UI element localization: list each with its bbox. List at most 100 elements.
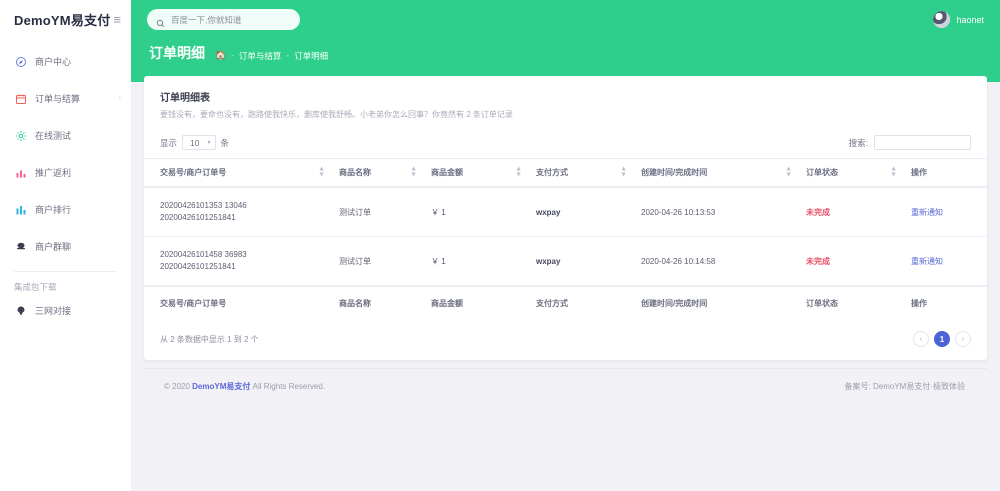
topbar: haonet [131, 0, 1000, 39]
table-search-label: 搜索: [848, 137, 868, 148]
breadcrumb-separator: - [231, 51, 234, 60]
avatar [933, 11, 951, 28]
cell-amount: ￥ 1 [431, 236, 536, 287]
col-label: 交易号/商户订单号 [160, 168, 227, 178]
sidebar-item-orders-settlement[interactable]: 订单与结算 › [0, 86, 131, 111]
table-footer-bar: 从 2 条数据中显示 1 到 2 个 ‹ 1 › [144, 320, 987, 360]
sidebar-nav: 商户中心 订单与结算 › 在线测试 [0, 39, 131, 323]
pagination-page-1[interactable]: 1 [934, 331, 950, 348]
table-info: 从 2 条数据中显示 1 到 2 个 [160, 334, 259, 344]
sidebar-item-online-test[interactable]: 在线测试 [0, 123, 131, 148]
card-title: 订单明细表 [160, 93, 210, 104]
foot-time: 创建时间/完成时间 [641, 285, 806, 321]
col-goods-name[interactable]: 商品名称 ▲ ▼ [339, 158, 431, 189]
cell-trade-no: 20200426101353 13046 20200426101251841 [144, 187, 339, 238]
table-head: 交易号/商户订单号 ▲ ▼ 商品名称 ▲ ▼ 商品金额 ▲ ▼ 支付方式 [144, 158, 987, 189]
sort-icon[interactable]: ▲ ▼ [410, 165, 417, 179]
table-row[interactable]: 20200426101458 36983 20200426101251841 测… [144, 236, 987, 287]
sidebar-group-title: 集成包下载 [14, 282, 57, 292]
foot-action: 操作 [911, 285, 987, 321]
global-search[interactable] [147, 9, 300, 30]
user-menu[interactable]: haonet [933, 11, 984, 28]
page-length-value: 10 [190, 137, 200, 148]
cell-time: 2020-04-26 10:13:53 [641, 187, 806, 238]
col-trade-no[interactable]: 交易号/商户订单号 ▲ ▼ [144, 158, 339, 189]
search-icon [156, 15, 165, 28]
col-label: 支付方式 [536, 168, 568, 178]
search-input[interactable] [171, 14, 291, 25]
pin-icon [14, 304, 27, 317]
trade-no: 20200426101353 13046 [160, 201, 247, 211]
col-label: 商品金额 [431, 168, 463, 178]
cell-pay-type: wxpay [536, 236, 641, 287]
cell-trade-no: 20200426101458 36983 20200426101251841 [144, 236, 339, 287]
home-icon[interactable]: 🏠 [215, 50, 227, 60]
cell-amount: ￥ 1 [431, 187, 536, 238]
main-area: haonet 订单明细 🏠 - 订单与结算 - 订单明细 订单明细表 要钱没有，… [131, 0, 1000, 491]
resend-notify-link[interactable]: 重新通知 [911, 207, 943, 217]
sidebar-item-promotion-rebate[interactable]: 推广返利 [0, 160, 131, 185]
calendar-icon [14, 92, 27, 105]
col-label: 操作 [911, 168, 927, 178]
pagination: ‹ 1 › [913, 331, 971, 348]
col-amount[interactable]: 商品金额 ▲ ▼ [431, 158, 536, 189]
sidebar-item-label: 商户排行 [35, 205, 72, 215]
sidebar-divider [14, 271, 117, 272]
col-pay-type[interactable]: 支付方式 ▲ ▼ [536, 158, 641, 189]
hamburger-icon[interactable]: ≡ [113, 12, 121, 27]
sidebar-item-three-network[interactable]: 三网对接 [0, 298, 131, 323]
brand-title: DemoYM易支付 [14, 13, 111, 28]
brand-bar: DemoYM易支付 ≡ [0, 0, 131, 39]
table-search-input[interactable] [874, 135, 971, 151]
col-label: 订单状态 [806, 168, 838, 178]
col-label: 创建时间/完成时间 [641, 168, 708, 178]
table-search: 搜索: [848, 135, 971, 151]
breadcrumb-item-orders[interactable]: 订单与结算 [238, 50, 282, 61]
cell-action: 重新通知 [911, 187, 987, 238]
page-length-control: 显示 10 ▾ 条 [160, 135, 230, 151]
order-detail-card: 订单明细表 要钱没有，要命也没有，跑路使我快乐，删库使我舒畅。小老弟你怎么回事？… [144, 76, 987, 361]
sidebar-item-label: 在线测试 [35, 131, 72, 141]
breadcrumb-item-detail[interactable]: 订单明细 [294, 50, 329, 61]
cell-goods-name: 测试订单 [339, 187, 431, 238]
table-row[interactable]: 20200426101353 13046 20200426101251841 测… [144, 187, 987, 238]
pagination-prev[interactable]: ‹ [913, 331, 929, 348]
table-toolbar: 显示 10 ▾ 条 搜索: [144, 131, 987, 158]
foot-amount: 商品金额 [431, 285, 536, 321]
sort-icon[interactable]: ▲ ▼ [620, 165, 627, 179]
pagination-next[interactable]: › [955, 331, 971, 348]
cell-action: 重新通知 [911, 236, 987, 287]
sort-icon[interactable]: ▲ ▼ [890, 165, 897, 179]
resend-notify-link[interactable]: 重新通知 [911, 256, 943, 266]
footer-brand[interactable]: DemoYM易支付 [192, 382, 251, 392]
foot-trade-no: 交易号/商户订单号 [144, 285, 339, 321]
foot-goods-name: 商品名称 [339, 285, 431, 321]
compass-icon [14, 55, 27, 68]
page-length-label-after: 条 [220, 137, 230, 148]
footer-copyright-suffix: All Rights Reserved. [252, 382, 326, 392]
orders-table: 交易号/商户订单号 ▲ ▼ 商品名称 ▲ ▼ 商品金额 ▲ ▼ 支付方式 [144, 158, 987, 321]
sort-icon[interactable]: ▲ ▼ [515, 165, 522, 179]
card-header: 订单明细表 要钱没有，要命也没有，跑路使我快乐，删库使我舒畅。小老弟你怎么回事？… [144, 76, 987, 131]
sort-icon[interactable]: ▲ ▼ [785, 165, 792, 179]
chevron-down-icon: ▾ [207, 140, 211, 147]
sidebar-item-merchant-center[interactable]: 商户中心 [0, 49, 131, 74]
page-length-select[interactable]: 10 ▾ [182, 135, 216, 151]
card-subtitle: 要钱没有，要命也没有，跑路使我快乐，删库使我舒畅。小老弟你怎么回事？你竟然有 2… [160, 110, 513, 119]
sort-icon[interactable]: ▲ ▼ [318, 165, 325, 179]
sidebar-item-merchant-ranking[interactable]: 商户排行 [0, 197, 131, 222]
table-body: 20200426101353 13046 20200426101251841 测… [144, 187, 987, 287]
sidebar-item-merchant-chat[interactable]: 商户群聊 [0, 234, 131, 259]
page-footer: © 2020 DemoYM易支付 All Rights Reserved. 备案… [144, 368, 987, 392]
col-time[interactable]: 创建时间/完成时间 ▲ ▼ [641, 158, 806, 189]
foot-status: 订单状态 [806, 285, 911, 321]
footer-copyright: © 2020 DemoYM易支付 All Rights Reserved. [164, 381, 325, 392]
merchant-order-no: 20200426101251841 [160, 262, 236, 272]
chevron-right-icon: › [118, 95, 121, 102]
col-status[interactable]: 订单状态 ▲ ▼ [806, 158, 911, 189]
table-header-row: 交易号/商户订单号 ▲ ▼ 商品名称 ▲ ▼ 商品金额 ▲ ▼ 支付方式 [144, 158, 987, 189]
sidebar-item-label: 三网对接 [35, 306, 72, 316]
table-footer-row: 交易号/商户订单号 商品名称 商品金额 支付方式 创建时间/完成时间 订单状态 … [144, 285, 987, 321]
col-label: 商品名称 [339, 168, 371, 178]
